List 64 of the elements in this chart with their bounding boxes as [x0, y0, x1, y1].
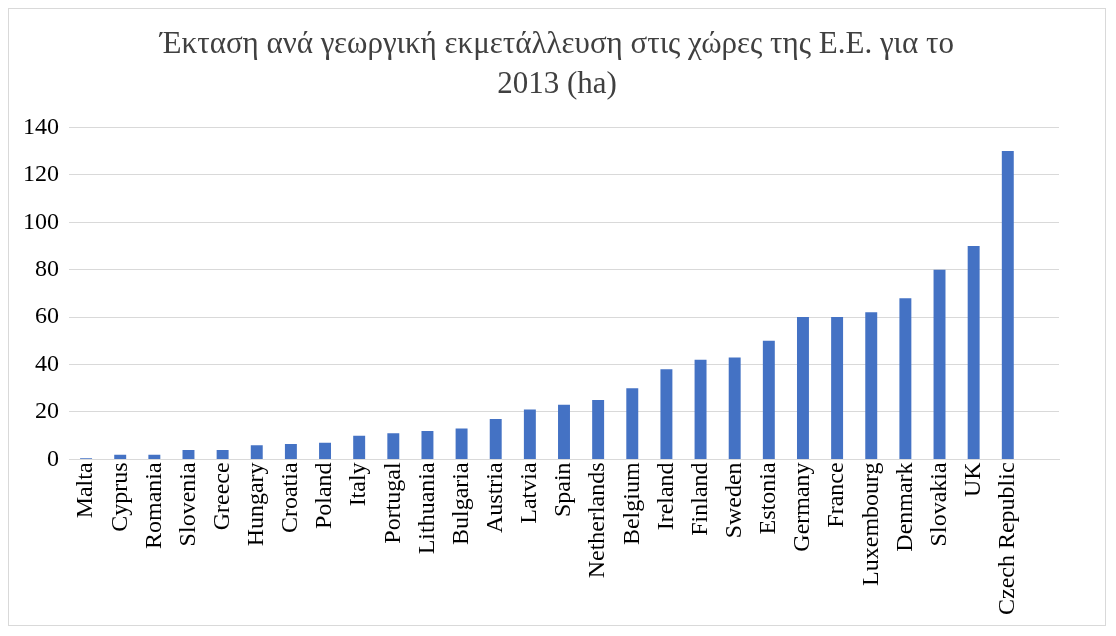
x-tick-label: Romania [139, 462, 166, 550]
x-tick-label: Estonia [754, 462, 781, 535]
bar [967, 245, 980, 459]
y-tick-label: 80 [35, 254, 59, 281]
y-tick-label: 100 [23, 207, 59, 234]
bar [899, 298, 912, 459]
x-tick-label: Poland [310, 462, 337, 530]
x-tick-label: Greece [207, 462, 234, 531]
bar [762, 340, 775, 459]
bar [250, 445, 263, 459]
bar [216, 449, 229, 459]
bar [182, 449, 195, 459]
y-tick-label: 60 [35, 302, 59, 329]
bar [523, 409, 536, 459]
x-tick-label: Slovenia [173, 462, 200, 547]
bar [1001, 151, 1014, 459]
x-tick-label: Hungary [242, 462, 269, 547]
y-tick-label: 40 [35, 349, 59, 376]
x-tick-label: Germany [788, 462, 815, 552]
bar [489, 419, 502, 459]
bar [558, 404, 570, 459]
y-tick-label: 140 [23, 112, 59, 139]
bar [455, 428, 468, 459]
x-tick-label: France [822, 462, 849, 528]
x-tick-label: Croatia [276, 462, 303, 534]
x-tick-label: Czech Republic [993, 462, 1020, 616]
x-tick-label: Lithuania [412, 462, 439, 555]
bar [353, 435, 366, 459]
bar [626, 388, 639, 459]
x-tick-label: Bulgaria [446, 462, 473, 546]
bar [933, 269, 946, 459]
bar [114, 454, 127, 459]
bar [148, 454, 161, 459]
bar [421, 430, 434, 459]
x-tick-label: Portugal [378, 462, 405, 544]
x-tick-label: Latvia [515, 462, 542, 524]
bar [728, 357, 741, 459]
bar [387, 433, 400, 459]
y-tick-label: 120 [23, 160, 59, 187]
x-tick-label: Netherlands [583, 462, 610, 579]
x-tick-label: Sweden [719, 462, 746, 539]
x-tick-label: UK [958, 461, 985, 498]
x-tick-label: Cyprus [105, 462, 132, 532]
bar [660, 369, 673, 459]
chart-title: Έκταση ανά γεωργική εκμετάλλευση στις χώρες της Ε.Ε. για το 2013 (ha) [158, 24, 955, 102]
bar [284, 443, 297, 459]
x-tick-label: Finland [685, 462, 712, 536]
y-tick-label: 20 [35, 397, 59, 424]
x-tick-label: Denmark [890, 462, 917, 552]
bar [796, 317, 809, 459]
bar [865, 312, 878, 459]
x-tick-label: Malta [71, 462, 98, 519]
x-tick-label: Belgium [617, 462, 644, 546]
bar [831, 317, 844, 459]
y-tick-label: 0 [47, 444, 59, 471]
x-tick-label: Italy [344, 462, 371, 507]
bar [694, 359, 707, 459]
x-tick-label: Slovakia [924, 462, 951, 547]
x-tick-label: Spain [549, 462, 576, 518]
bar [319, 442, 332, 459]
x-tick-label: Ireland [651, 462, 678, 531]
x-tick-label: Luxembourg [856, 462, 883, 586]
bar [592, 400, 605, 459]
x-tick-label: Austria [481, 462, 508, 534]
